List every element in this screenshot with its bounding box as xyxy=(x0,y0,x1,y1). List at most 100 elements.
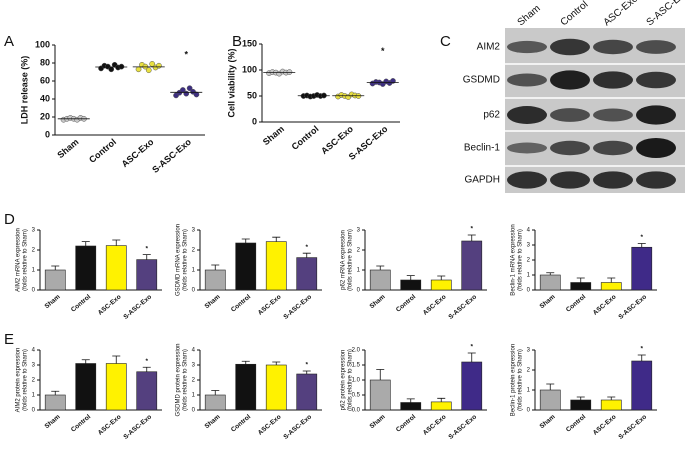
error-bar xyxy=(302,370,311,374)
y-axis-label: (folds relative to Sham) xyxy=(348,229,354,291)
x-tick-label: S-ASC-Exo xyxy=(122,293,153,320)
lane-label: S-ASC-Exo xyxy=(645,0,685,28)
significance-mark: * xyxy=(640,234,643,241)
significance-mark: * xyxy=(305,244,308,251)
x-tick-label: ASC-Exo xyxy=(592,413,618,436)
bar xyxy=(539,274,561,291)
significance-mark: * xyxy=(184,50,188,60)
bar xyxy=(265,241,287,291)
bar xyxy=(105,363,127,411)
y-tick-label: 20 xyxy=(40,111,50,121)
x-tick-label: Control xyxy=(565,413,587,433)
bar xyxy=(235,242,257,291)
y-tick-label: 0 xyxy=(527,408,531,414)
y-tick-label: 0 xyxy=(45,129,50,139)
bar xyxy=(44,394,66,411)
bar xyxy=(430,279,452,291)
bar xyxy=(600,399,622,411)
error-bar xyxy=(437,275,446,280)
bar xyxy=(400,402,422,411)
bar xyxy=(296,257,318,291)
blot-band xyxy=(507,142,547,154)
y-tick-label: 2 xyxy=(32,378,36,384)
bar xyxy=(570,282,592,291)
panel-letter: C xyxy=(440,33,451,50)
panel-letter: E xyxy=(4,331,14,348)
x-tick-label: Sham xyxy=(261,124,286,147)
x-tick-label: Control xyxy=(230,293,252,313)
dot xyxy=(286,69,293,75)
panel-letter: B xyxy=(232,33,242,50)
y-tick-label: 0 xyxy=(192,408,196,414)
y-tick-label: 0 xyxy=(357,288,361,294)
error-bar xyxy=(437,397,446,402)
y-axis-label: Cell viability (%) xyxy=(226,48,236,117)
blot-band xyxy=(593,171,633,189)
y-axis-label: LDH release (%) xyxy=(19,56,29,125)
y-tick-label: 150 xyxy=(242,38,257,48)
y-axis-label: Beclin-1 protein expression xyxy=(511,344,517,416)
error-bar xyxy=(546,383,555,390)
error-bar xyxy=(576,396,585,400)
row-label: p62 xyxy=(483,110,500,121)
x-tick-label: Sham xyxy=(204,413,222,430)
blot-band xyxy=(593,108,633,122)
error-bar xyxy=(607,277,616,283)
y-tick-label: 2 xyxy=(32,248,36,254)
blot-band xyxy=(593,71,633,89)
y-tick-label: 3 xyxy=(527,348,531,354)
blot-band xyxy=(550,70,590,90)
dot xyxy=(108,66,115,73)
error-bar xyxy=(467,234,476,241)
bar xyxy=(539,389,561,411)
y-tick-label: 1 xyxy=(32,393,36,399)
x-tick-label: ASC-Exo xyxy=(97,413,123,436)
y-tick-label: 1 xyxy=(357,268,361,274)
bar xyxy=(265,364,287,411)
bar xyxy=(600,282,622,291)
y-axis-label: (folds relative to Sham) xyxy=(348,349,354,411)
y-axis-label: GSDMD protein expression xyxy=(176,343,182,416)
error-bar xyxy=(241,238,250,243)
blot-band xyxy=(507,171,547,189)
y-tick-label: 0 xyxy=(32,288,36,294)
row-label: Beclin-1 xyxy=(464,143,501,154)
bar xyxy=(136,371,158,411)
dot xyxy=(186,85,193,92)
bar xyxy=(570,399,592,411)
error-bar xyxy=(302,252,311,258)
error-bar xyxy=(211,390,220,395)
x-tick-label: Sham xyxy=(539,293,557,310)
x-tick-label: S-ASC-Exo xyxy=(282,293,313,320)
significance-mark: * xyxy=(470,344,473,351)
row-label: GAPDH xyxy=(464,175,500,186)
x-tick-label: ASC-Exo xyxy=(592,293,618,316)
error-bar xyxy=(241,360,250,365)
significance-mark: * xyxy=(381,46,385,56)
y-tick-label: 100 xyxy=(242,64,257,74)
x-tick-label: ASC-Exo xyxy=(422,413,448,436)
dot xyxy=(183,90,190,97)
y-tick-label: 60 xyxy=(40,75,50,85)
blot-band xyxy=(593,39,633,55)
row-label: GSDMD xyxy=(463,75,500,86)
x-tick-label: Control xyxy=(290,124,321,152)
x-tick-label: Sham xyxy=(44,293,62,310)
significance-mark: * xyxy=(145,245,148,252)
error-bar xyxy=(272,361,281,365)
y-tick-label: 50 xyxy=(247,90,257,100)
error-bar xyxy=(112,239,121,246)
error-bar xyxy=(142,254,151,260)
blot-band xyxy=(507,106,547,124)
y-tick-label: 3 xyxy=(32,228,36,234)
error-bar xyxy=(211,264,220,270)
x-tick-label: Sham xyxy=(539,413,557,430)
x-tick-label: ASC-Exo xyxy=(120,136,156,169)
bar xyxy=(369,379,391,411)
y-tick-label: 80 xyxy=(40,57,50,67)
y-axis-label: (folds relative to Sham) xyxy=(183,229,189,291)
error-bar xyxy=(406,398,415,403)
blot-band xyxy=(507,73,547,87)
blot-band xyxy=(636,105,676,125)
y-tick-label: 3 xyxy=(357,228,361,234)
